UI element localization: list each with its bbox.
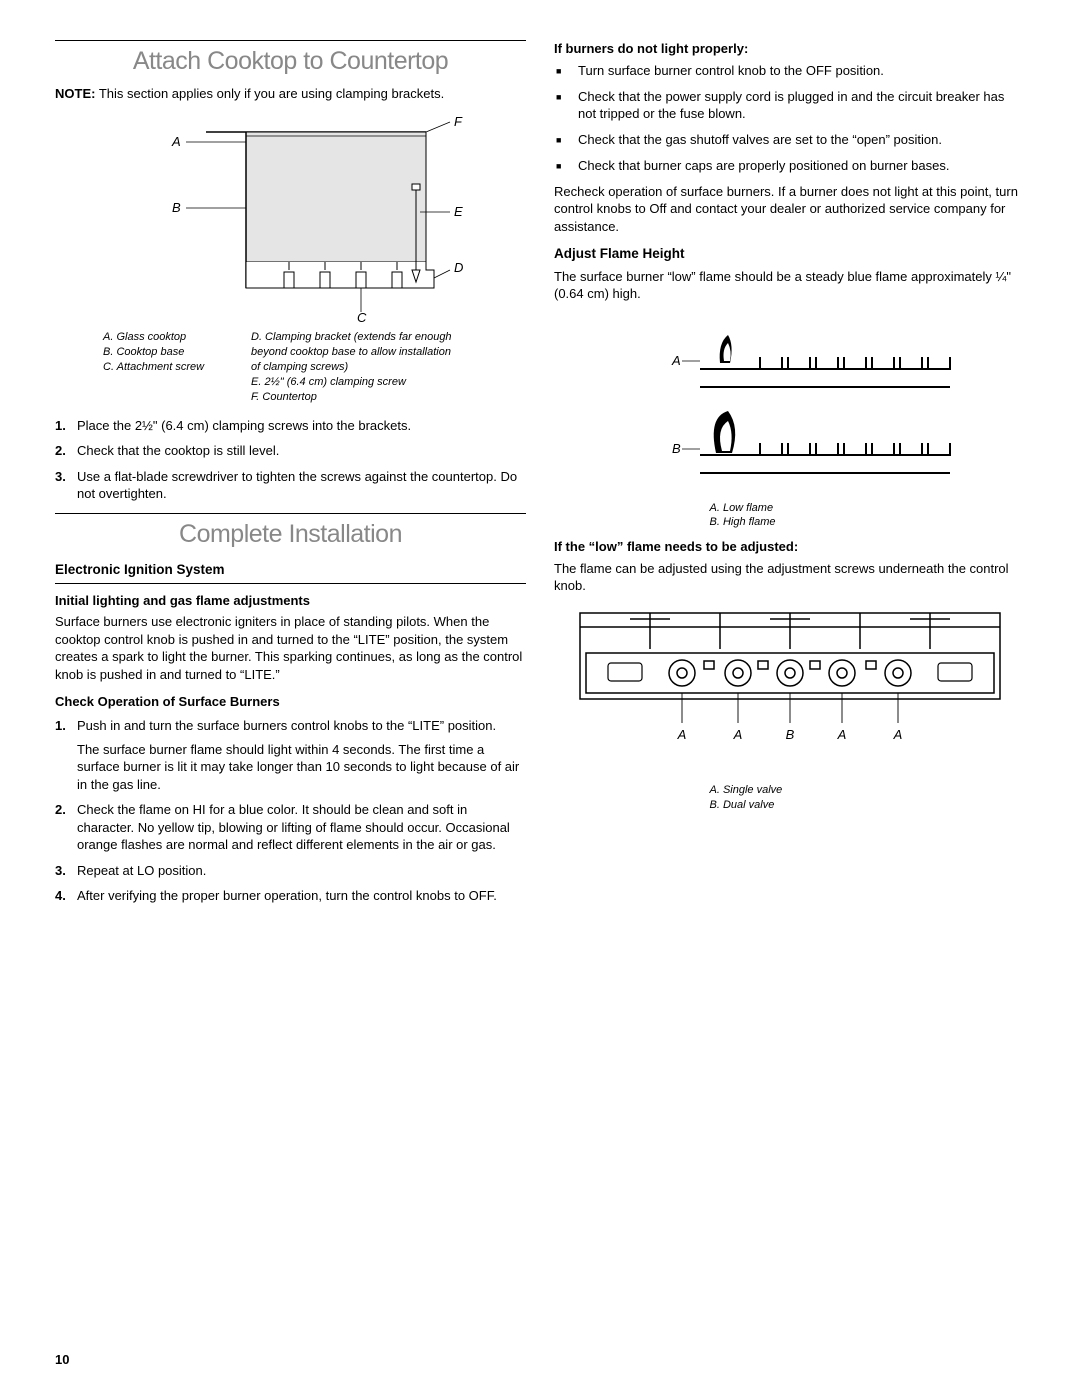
attach-steps: 1.Place the 2½" (6.4 cm) clamping screws…	[55, 417, 526, 503]
subhead-eis: Electronic Ignition System	[55, 561, 526, 583]
page-number: 10	[55, 1351, 69, 1369]
legend-item: C. Attachment screw	[103, 360, 233, 375]
step-text: Repeat at LO position.	[77, 862, 526, 880]
diagram-label-d: D	[454, 260, 463, 275]
check-steps: 1. Push in and turn the surface burners …	[55, 717, 526, 905]
knob-label: A	[892, 727, 902, 742]
flame-diagram: A	[610, 313, 970, 493]
subhead-check: Check Operation of Surface Burners	[55, 693, 526, 711]
step-text: Push in and turn the surface burners con…	[77, 718, 496, 733]
subhead-initial: Initial lighting and gas flame adjustmen…	[55, 592, 526, 610]
legend-item: F. Countertop	[251, 390, 461, 405]
knob-label: A	[836, 727, 846, 742]
diagram-label-a: A	[171, 134, 181, 149]
subhead-flame: Adjust Flame Height	[554, 245, 1025, 263]
flame-label-a: A	[671, 353, 681, 368]
flame-label-b: B	[672, 441, 681, 456]
knob-label: A	[732, 727, 742, 742]
section-title-complete: Complete Installation	[55, 518, 526, 552]
knob-diagram: A A B A A	[570, 605, 1010, 775]
legend-item: B. Cooktop base	[103, 345, 233, 360]
step-text: Check the flame on HI for a blue color. …	[77, 801, 526, 854]
step-text: Use a flat-blade screwdriver to tighten …	[77, 468, 526, 503]
step-text: Place the 2½" (6.4 cm) clamping screws i…	[77, 417, 526, 435]
step-text: Check that the cooktop is still level.	[77, 442, 526, 460]
bullet-text: Check that burner caps are properly posi…	[578, 157, 949, 175]
left-column: Attach Cooktop to Countertop NOTE: This …	[55, 40, 526, 915]
diagram1-legend: A. Glass cooktop B. Cooktop base C. Atta…	[103, 330, 526, 404]
section-title-attach: Attach Cooktop to Countertop	[55, 45, 526, 79]
para-recheck: Recheck operation of surface burners. If…	[554, 183, 1025, 236]
legend-item: A. Low flame	[710, 501, 870, 516]
bullet-text: Turn surface burner control knob to the …	[578, 62, 884, 80]
diagram-label-f: F	[454, 114, 463, 129]
legend-item: B. Dual valve	[710, 798, 870, 813]
para-initial: Surface burners use electronic igniters …	[55, 613, 526, 683]
para-flame: The surface burner “low” flame should be…	[554, 268, 1025, 303]
knob-label: B	[785, 727, 794, 742]
knob-label: A	[676, 727, 686, 742]
step-extra: The surface burner flame should light wi…	[77, 741, 526, 794]
subhead-lowadj: If the “low” flame needs to be adjusted:	[554, 538, 1025, 556]
legend-item: E. 2½" (6.4 cm) clamping screw	[251, 375, 461, 390]
legend-item: A. Glass cooktop	[103, 330, 233, 345]
bullet-text: Check that the power supply cord is plug…	[578, 88, 1025, 123]
divider	[55, 513, 526, 514]
para-lowadj: The flame can be adjusted using the adju…	[554, 560, 1025, 595]
flame-legend: A. Low flame B. High flame	[710, 501, 870, 531]
legend-item: A. Single valve	[710, 783, 870, 798]
legend-item: D. Clamping bracket (extends far enough …	[251, 330, 461, 375]
divider	[55, 40, 526, 41]
note-label: NOTE:	[55, 86, 95, 101]
cooktop-diagram: F A B E D C	[116, 112, 466, 322]
subhead-burners: If burners do not light properly:	[554, 40, 1025, 58]
diagram-label-e: E	[454, 204, 463, 219]
bullet-text: Check that the gas shutoff valves are se…	[578, 131, 942, 149]
diagram-label-c: C	[357, 310, 367, 322]
step-text: After verifying the proper burner operat…	[77, 887, 526, 905]
diagram-label-b: B	[172, 200, 181, 215]
right-column: If burners do not light properly: Turn s…	[554, 40, 1025, 915]
note-text: This section applies only if you are usi…	[95, 86, 444, 101]
legend-item: B. High flame	[710, 515, 870, 530]
burner-bullets: Turn surface burner control knob to the …	[554, 62, 1025, 175]
note-paragraph: NOTE: This section applies only if you a…	[55, 85, 526, 103]
knob-legend: A. Single valve B. Dual valve	[710, 783, 870, 813]
